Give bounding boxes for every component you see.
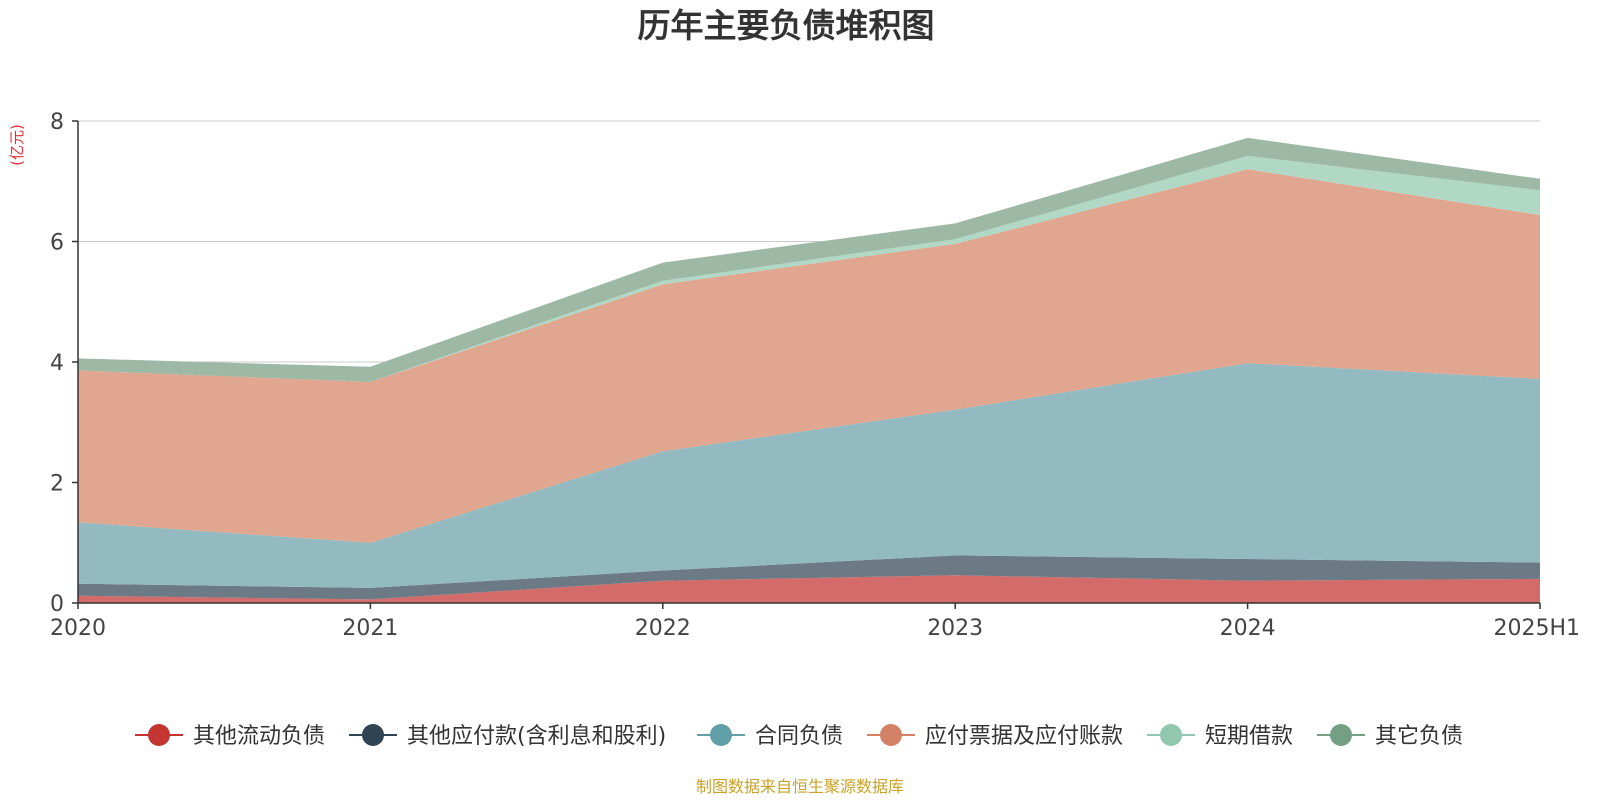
x-tick-label: 2023 bbox=[927, 616, 983, 641]
x-tick-label: 2020 bbox=[50, 616, 106, 641]
legend-label: 其他流动负债 bbox=[193, 724, 325, 749]
legend: 其他流动负债 其他应付款(含利息和股利) 合同负债 应付票据及应付账款 短期借款 其它负债 bbox=[135, 724, 1463, 749]
area-1 bbox=[78, 555, 1540, 600]
legend-label: 合同负债 bbox=[755, 724, 843, 749]
y-tick-label: 4 bbox=[50, 351, 64, 376]
x-tick-label: 2024 bbox=[1220, 616, 1276, 641]
y-axis-unit: (亿元) bbox=[8, 124, 26, 166]
legend-item[interactable]: 短期借款 bbox=[1147, 724, 1293, 749]
x-tick-label: 2022 bbox=[635, 616, 691, 641]
x-tick-label: 2025H1 bbox=[1493, 616, 1580, 641]
x-tick-labels: 2020 2021 2022 2023 2024 2025H1 bbox=[50, 616, 1580, 641]
area-series bbox=[78, 137, 1540, 603]
y-tick-labels: 0 2 4 6 8 bbox=[50, 110, 64, 617]
axes bbox=[72, 120, 1541, 609]
area-3 bbox=[78, 169, 1540, 543]
legend-label: 其它负债 bbox=[1375, 724, 1463, 749]
area-0 bbox=[78, 575, 1540, 603]
legend-circle-icon bbox=[1160, 724, 1182, 746]
legend-circle-icon bbox=[148, 724, 170, 746]
legend-label: 短期借款 bbox=[1205, 724, 1293, 749]
area-2 bbox=[78, 363, 1540, 588]
y-tick-label: 0 bbox=[50, 592, 64, 617]
legend-item[interactable]: 其他应付款(含利息和股利) bbox=[349, 724, 666, 749]
legend-label: 应付票据及应付账款 bbox=[925, 724, 1123, 749]
x-tick-label: 2021 bbox=[342, 616, 398, 641]
legend-label: 其他应付款(含利息和股利) bbox=[407, 724, 666, 749]
legend-item[interactable]: 合同负债 bbox=[697, 724, 843, 749]
area-5 bbox=[78, 137, 1540, 382]
legend-item[interactable]: 应付票据及应付账款 bbox=[867, 724, 1123, 749]
legend-circle-icon bbox=[880, 724, 902, 746]
source-note: 制图数据来自恒生聚源数据库 bbox=[696, 777, 904, 796]
chart-title: 历年主要负债堆积图 bbox=[638, 6, 935, 45]
area-4 bbox=[78, 155, 1540, 382]
legend-item[interactable]: 其它负债 bbox=[1317, 724, 1463, 749]
legend-item[interactable]: 其他流动负债 bbox=[135, 724, 325, 749]
legend-circle-icon bbox=[710, 724, 732, 746]
y-tick-label: 6 bbox=[50, 231, 64, 256]
y-tick-label: 8 bbox=[50, 110, 64, 135]
legend-circle-icon bbox=[1330, 724, 1352, 746]
legend-circle-icon bbox=[362, 724, 384, 746]
y-tick-label: 2 bbox=[50, 472, 64, 497]
